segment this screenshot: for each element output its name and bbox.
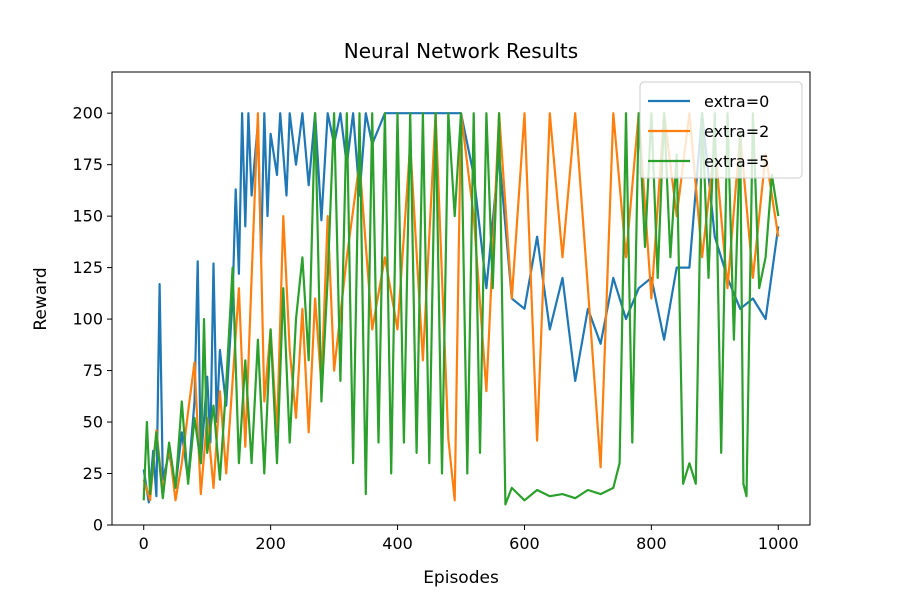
y-tick-label: 125	[72, 258, 103, 277]
x-tick-label: 800	[636, 534, 667, 553]
y-axis-label: Reward	[31, 267, 51, 330]
legend-label: extra=0	[704, 92, 769, 111]
y-tick-label: 150	[72, 207, 103, 226]
y-tick-label: 175	[72, 155, 103, 174]
y-tick-label: 0	[93, 516, 103, 535]
x-tick-label: 600	[509, 534, 540, 553]
y-tick-label: 75	[83, 361, 103, 380]
legend-box	[639, 81, 803, 179]
y-tick-label: 50	[83, 413, 103, 432]
y-axis: 0 25 50 75 100 125 150 175 200	[72, 104, 112, 535]
y-tick-label: 200	[72, 104, 103, 123]
chart-title: Neural Network Results	[344, 39, 578, 63]
series-line-extra-5	[142, 112, 780, 506]
y-tick-label: 25	[83, 464, 103, 483]
x-tick-label: 200	[255, 534, 286, 553]
legend-label: extra=5	[704, 152, 769, 171]
plot-frame	[111, 71, 811, 526]
x-axis: 0 200 400 600 800 1000	[139, 525, 799, 553]
legend-label: extra=2	[704, 122, 769, 141]
x-tick-label: 0	[139, 534, 149, 553]
x-tick-label: 400	[382, 534, 413, 553]
y-tick-label: 100	[72, 310, 103, 329]
x-tick-label: 1000	[758, 534, 799, 553]
x-axis-label: Episodes	[423, 568, 499, 588]
legend: extra=0 extra=2 extra=5	[639, 81, 803, 179]
